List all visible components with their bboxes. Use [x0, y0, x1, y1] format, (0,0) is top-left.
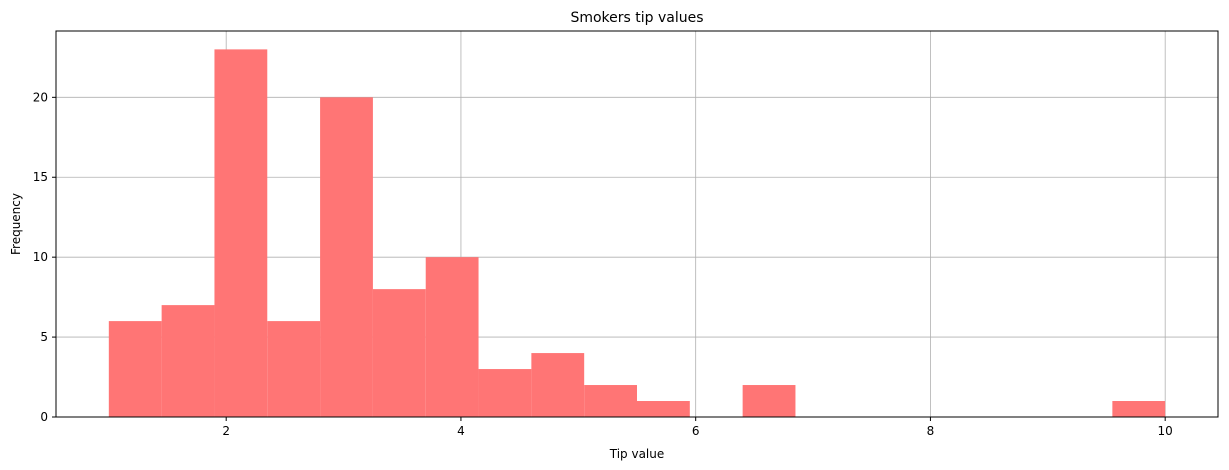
y-axis-ticks: 0 5 10 15 20	[33, 90, 56, 424]
histogram-bar	[108, 321, 162, 417]
x-tick-label: 2	[222, 424, 230, 438]
histogram-bar	[320, 97, 373, 417]
chart-title: Smokers tip values	[570, 10, 703, 26]
y-tick-label: 5	[40, 330, 48, 344]
y-tick-label: 0	[40, 410, 48, 424]
histogram-bar	[267, 321, 321, 417]
x-tick-label: 4	[457, 424, 465, 438]
x-axis-title: Tip value	[609, 447, 665, 461]
x-tick-label: 8	[927, 424, 935, 438]
histogram-bar	[214, 49, 268, 417]
histogram-bar	[425, 257, 479, 417]
plot-area-frame	[55, 30, 1219, 418]
x-tick-label: 10	[1158, 424, 1173, 438]
histogram-bar	[584, 385, 637, 417]
histogram-bar	[1112, 401, 1166, 417]
y-axis-title: Frequency	[9, 193, 23, 255]
histogram-bar	[372, 289, 426, 417]
histogram-bar	[531, 353, 585, 417]
histogram-bar	[161, 305, 215, 417]
x-axis-ticks: 2 4 6 8 10	[222, 417, 1173, 438]
histogram-bars	[108, 49, 1166, 417]
y-tick-label: 20	[33, 90, 48, 104]
x-tick-label: 6	[692, 424, 700, 438]
histogram-bar	[637, 401, 690, 417]
histogram-bar	[742, 385, 796, 417]
y-tick-label: 10	[33, 250, 48, 264]
y-tick-label: 15	[33, 170, 48, 184]
histogram-bar	[478, 369, 532, 417]
